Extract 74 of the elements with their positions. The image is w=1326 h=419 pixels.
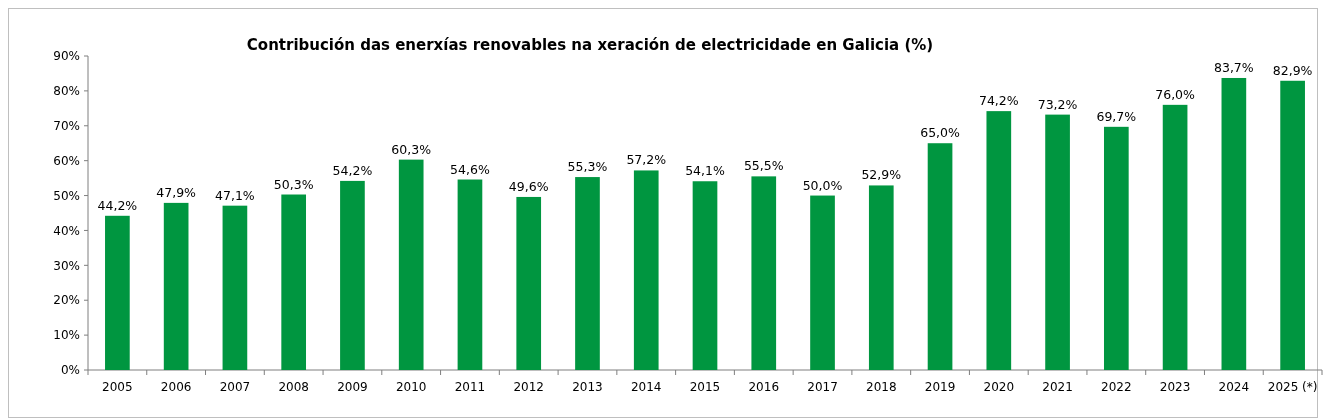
bar [810, 195, 835, 370]
bar [1221, 77, 1247, 370]
bar [163, 202, 189, 370]
data-label: 47,9% [156, 184, 197, 200]
bar [398, 159, 424, 370]
data-label: 54,6% [450, 161, 490, 177]
y-tick-label: 50% [53, 188, 80, 203]
x-tick-label: 2015 [689, 380, 721, 394]
bar [1103, 126, 1129, 370]
x-tick-label: 2014 [630, 380, 662, 394]
bar [927, 143, 953, 370]
data-label: 52,9% [861, 167, 902, 183]
x-tick-label: 2006 [160, 380, 192, 394]
x-tick-label: 2019 [924, 380, 956, 394]
data-label: 76,0% [1155, 86, 1196, 102]
x-tick-label: 2022 [1101, 380, 1132, 394]
data-label: 55,5% [743, 158, 784, 174]
y-tick-label: 10% [53, 328, 80, 343]
x-tick-label: 2010 [395, 380, 427, 394]
x-tick-label: 2009 [337, 380, 368, 394]
data-label: 55,3% [567, 159, 608, 175]
bar [575, 177, 600, 370]
data-label: 82,9% [1272, 62, 1313, 78]
data-label: 47,1% [215, 187, 255, 203]
y-tick-label: 20% [53, 293, 80, 308]
data-label: 65,0% [920, 125, 961, 141]
x-tick-label: 2013 [572, 380, 603, 394]
data-label: 50,3% [273, 176, 314, 192]
data-label: 73,2% [1037, 96, 1078, 112]
y-tick-label: 0% [60, 363, 80, 378]
x-tick-label: 2018 [866, 380, 897, 394]
y-tick-label: 40% [53, 223, 80, 238]
bar [1162, 104, 1188, 370]
x-tick-label: 2023 [1159, 380, 1191, 394]
bar [105, 215, 130, 370]
x-tick-label: 2005 [102, 380, 133, 394]
y-tick-label: 80% [53, 84, 80, 99]
bar [281, 194, 307, 370]
data-label: 54,1% [685, 163, 725, 179]
y-tick-label: 30% [53, 258, 80, 273]
bar [516, 196, 542, 370]
data-label: 57,2% [626, 152, 667, 168]
x-tick-label: 2025 (*) [1267, 380, 1318, 394]
bar [633, 170, 659, 370]
bar [692, 181, 718, 370]
x-tick-label: 2021 [1042, 380, 1073, 394]
x-tick-label: 2007 [219, 380, 251, 394]
bar [1045, 114, 1070, 370]
data-label: 54,2% [332, 162, 373, 178]
x-tick-label: 2017 [807, 380, 838, 394]
data-label: 83,7% [1214, 59, 1254, 75]
x-tick-label: 2011 [454, 380, 486, 394]
data-label: 74,2% [978, 93, 1019, 109]
x-tick-label: 2008 [278, 380, 309, 394]
data-label: 49,6% [508, 178, 549, 194]
data-label: 69,7% [1096, 108, 1137, 124]
bar [751, 176, 777, 370]
data-label: 60,3% [391, 141, 432, 157]
y-tick-label: 60% [53, 153, 80, 168]
bar [457, 179, 483, 370]
chart-title: Contribución das enerxías renovables na xeración de electricidade en Galicia (%) [246, 36, 934, 54]
data-label: 50,0% [802, 177, 843, 193]
bar [340, 180, 365, 370]
x-tick-label: 2020 [983, 380, 1015, 394]
x-tick-label: 2016 [748, 380, 780, 394]
data-label: 44,2% [97, 197, 138, 213]
y-tick-label: 90% [53, 49, 80, 64]
bar [868, 185, 894, 370]
bar [986, 111, 1012, 370]
x-tick-label: 2012 [513, 380, 544, 394]
bar [1280, 80, 1305, 370]
x-tick-label: 2024 [1218, 380, 1250, 394]
y-tick-label: 70% [53, 118, 80, 133]
bar [222, 205, 248, 370]
